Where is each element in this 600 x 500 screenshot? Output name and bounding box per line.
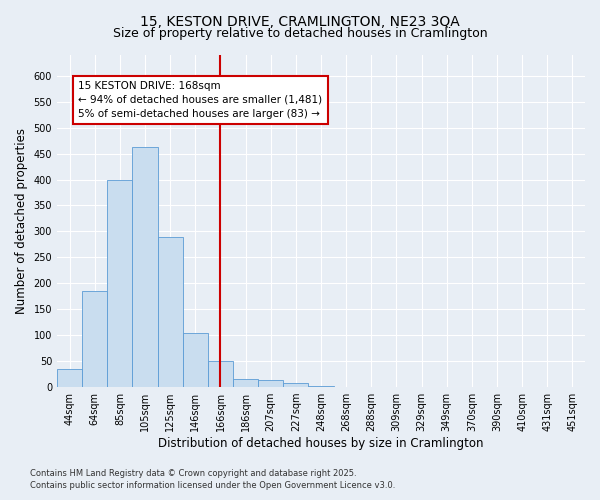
Text: 15 KESTON DRIVE: 168sqm
← 94% of detached houses are smaller (1,481)
5% of semi-: 15 KESTON DRIVE: 168sqm ← 94% of detache… <box>79 81 323 119</box>
Text: Size of property relative to detached houses in Cramlington: Size of property relative to detached ho… <box>113 28 487 40</box>
Bar <box>258 380 283 387</box>
Bar <box>308 386 334 387</box>
Bar <box>459 386 484 387</box>
Bar <box>183 332 208 387</box>
X-axis label: Distribution of detached houses by size in Cramlington: Distribution of detached houses by size … <box>158 437 484 450</box>
Bar <box>384 386 409 387</box>
Bar <box>560 386 585 387</box>
Bar <box>82 291 107 387</box>
Bar <box>283 383 308 387</box>
Text: Contains public sector information licensed under the Open Government Licence v3: Contains public sector information licen… <box>30 481 395 490</box>
Text: Contains HM Land Registry data © Crown copyright and database right 2025.: Contains HM Land Registry data © Crown c… <box>30 468 356 477</box>
Bar <box>133 148 158 387</box>
Bar <box>57 369 82 387</box>
Bar <box>158 236 183 387</box>
Bar <box>107 180 133 387</box>
Bar <box>208 361 233 387</box>
Bar <box>233 380 258 387</box>
Y-axis label: Number of detached properties: Number of detached properties <box>15 128 28 314</box>
Text: 15, KESTON DRIVE, CRAMLINGTON, NE23 3QA: 15, KESTON DRIVE, CRAMLINGTON, NE23 3QA <box>140 15 460 29</box>
